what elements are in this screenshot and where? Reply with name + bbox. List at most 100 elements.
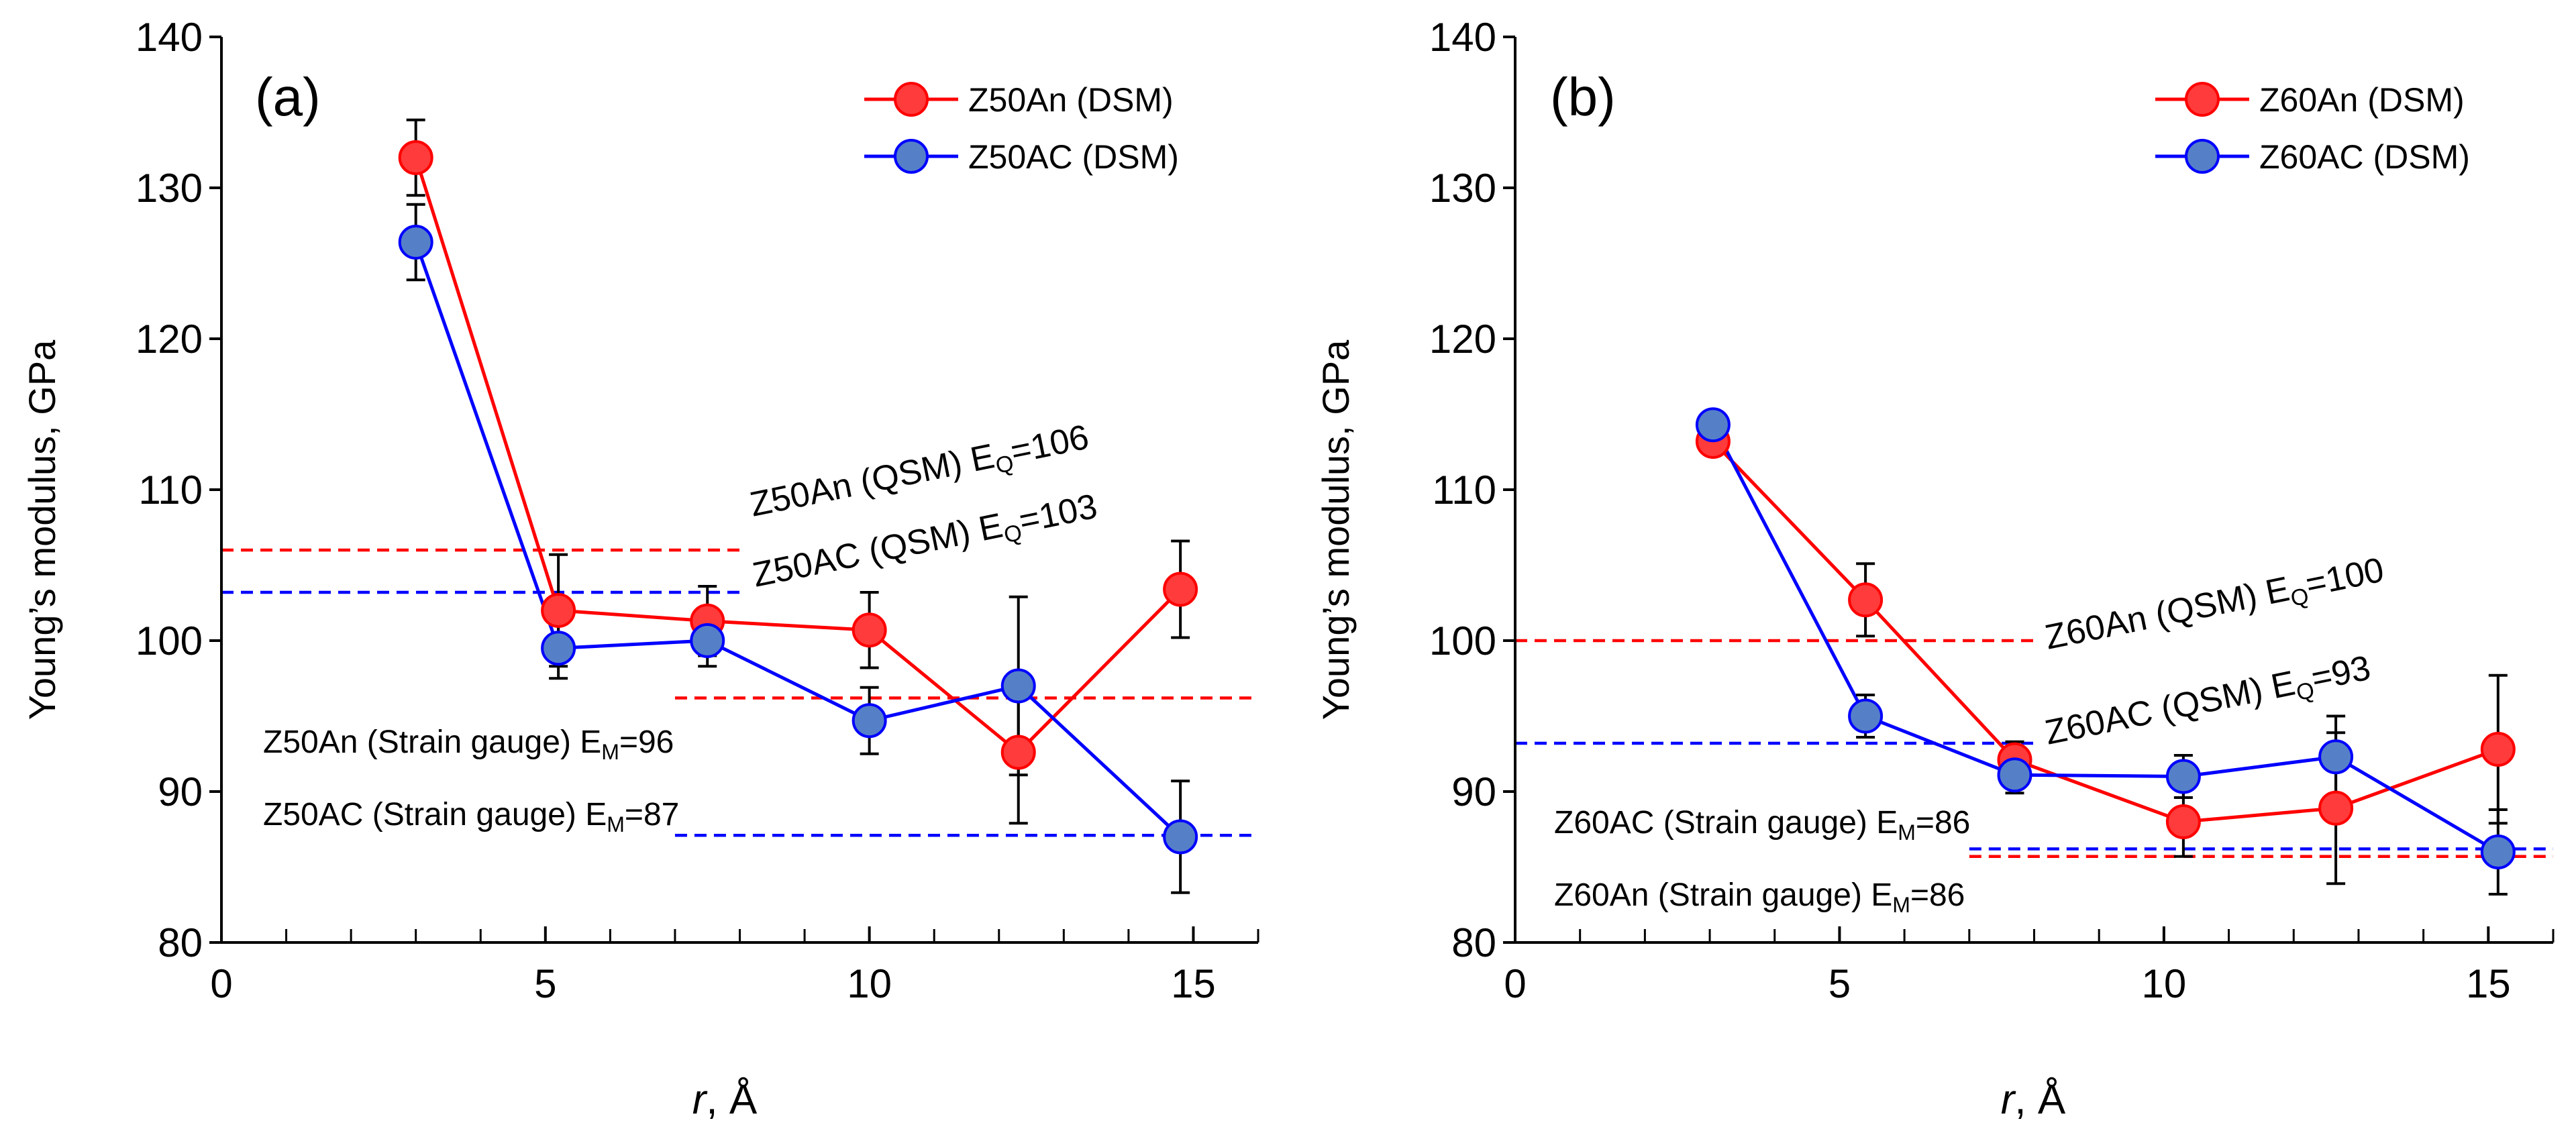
annotation-strain-gauge-2: Z50AC (Strain gauge) EM=87	[263, 797, 679, 836]
annotation-text: =87	[625, 797, 679, 832]
y-tick-label: 130	[1429, 166, 1496, 211]
annotation-qsm-z60an: Z60An (QSM) EQ=100	[2042, 551, 2388, 661]
legend-label: Z50AC (DSM)	[968, 138, 1179, 176]
annotation-strain-gauge-1: Z50An (Strain gauge) EM=96	[263, 724, 674, 764]
reference-lines	[1515, 639, 2553, 858]
data-point	[852, 703, 887, 739]
annotation-text: =103	[1016, 487, 1100, 541]
legend-entry-z50an: Z50An (DSM)	[864, 81, 1174, 119]
x-axis-label-variable: r	[2001, 1077, 2016, 1123]
annotation-text: =100	[2302, 551, 2387, 604]
y-tick-label: 90	[1451, 769, 1496, 814]
axes	[1503, 36, 2555, 944]
data-point	[1695, 407, 1731, 443]
data-point	[690, 623, 725, 658]
annotation-subscript: M	[601, 740, 619, 764]
y-tick-label: 100	[1429, 618, 1496, 663]
data-point	[2480, 732, 2516, 767]
annotation-text: =93	[2308, 649, 2374, 698]
y-tick-label: 120	[1429, 317, 1496, 362]
x-axis-label-variable: r	[692, 1077, 708, 1123]
data-point	[1000, 735, 1036, 770]
annotation-text: =96	[619, 724, 674, 760]
annotation-text: Z50An (QSM) E	[747, 437, 998, 525]
x-tick-label: 0	[210, 961, 232, 1006]
y-tick-label: 110	[138, 468, 203, 512]
x-tick-label: 0	[1504, 961, 1526, 1006]
annotation-subscript: M	[1898, 820, 1916, 845]
legend-marker	[2185, 82, 2220, 117]
legend-entry-z60an: Z60An (DSM)	[2155, 81, 2465, 119]
data-point	[541, 631, 576, 666]
legend-marker	[2185, 139, 2220, 174]
x-tick-label: 5	[534, 961, 556, 1006]
legend: Z50An (DSM) Z50AC (DSM)	[864, 81, 1179, 176]
data-point	[2165, 759, 2201, 794]
legend: Z60An (DSM) Z60AC (DSM)	[2155, 81, 2470, 176]
y-tick-label: 140	[1429, 15, 1496, 60]
annotation-subscript: M	[607, 812, 625, 836]
data-point	[398, 140, 433, 175]
y-tick-label: 80	[1451, 920, 1496, 965]
series-line	[414, 157, 1182, 755]
y-tick-label: 110	[1432, 468, 1496, 512]
annotation-text: Z50AC (QSM) E	[750, 506, 1006, 594]
axes	[209, 36, 1259, 944]
panel-a: 80 90 100 110 120 130 140 0 5 10 15 (a) Z50An (DSM…	[21, 15, 1259, 1123]
annotation-qsm-z60ac: Z60AC (QSM) EQ=93	[2042, 649, 2375, 757]
data-point	[1163, 572, 1198, 607]
legend-marker	[894, 82, 929, 117]
data-point	[852, 612, 887, 648]
series-line	[414, 241, 1182, 839]
x-tick-label: 10	[847, 961, 892, 1006]
x-tick-label: 15	[1171, 961, 1216, 1006]
legend-entry-z60ac: Z60AC (DSM)	[2155, 138, 2470, 176]
y-tick-label: 140	[136, 15, 203, 60]
data-point	[1848, 698, 1884, 734]
data-point	[1848, 582, 1884, 618]
data-point	[2318, 790, 2354, 826]
data-point	[2318, 739, 2354, 775]
annotation-text: =86	[1916, 805, 1970, 841]
annotation-text: Z60An (Strain gauge) E	[1554, 877, 1892, 913]
x-axis-label: r, Å	[692, 1077, 758, 1123]
annotation-strain-gauge-1: Z60AC (Strain gauge) EM=86	[1554, 805, 1970, 845]
annotation-text: Z60An (QSM) E	[2042, 570, 2293, 657]
data-series	[398, 118, 1198, 894]
series-line	[1711, 424, 2500, 854]
y-tick-label: 100	[136, 618, 203, 663]
tick-labels: 80 90 100 110 120 130 140 0 5 10 15	[136, 15, 1216, 1006]
x-axis-label-unit: , Å	[2014, 1077, 2065, 1123]
x-axis-label-unit: , Å	[706, 1077, 757, 1123]
legend-entry-z50ac: Z50AC (DSM)	[864, 138, 1179, 176]
tick-labels: 80 90 100 110 120 130 140 0 5 10 15	[1429, 15, 2511, 1006]
data-point	[398, 225, 433, 260]
x-tick-label: 10	[2142, 961, 2187, 1006]
legend-marker	[894, 139, 929, 174]
annotation-subscript: M	[1892, 893, 1910, 917]
y-axis-label: Young’s modulus, GPa	[1315, 339, 1357, 720]
series-line	[1712, 440, 2499, 824]
data-point	[541, 593, 576, 628]
data-point	[2165, 804, 2201, 839]
legend-label: Z60AC (DSM)	[2259, 138, 2470, 176]
y-tick-label: 120	[136, 317, 203, 362]
x-tick-label: 15	[2466, 961, 2511, 1006]
legend-label: Z60An (DSM)	[2259, 81, 2465, 119]
x-axis-label: r, Å	[2001, 1077, 2066, 1123]
data-point	[1000, 668, 1036, 704]
y-tick-label: 90	[158, 769, 203, 814]
y-tick-label: 80	[158, 920, 203, 965]
reference-lines	[221, 548, 1258, 837]
x-tick-label: 5	[1828, 961, 1851, 1006]
annotation-text: =86	[1910, 877, 1965, 913]
panel-b: 80 90 100 110 120 130 140 0 5 10 15 (b) Z60An (DSM…	[1315, 15, 2555, 1123]
annotation-text: Z60AC (Strain gauge) E	[1554, 805, 1898, 841]
data-point	[1997, 757, 2032, 793]
y-tick-label: 130	[136, 166, 203, 211]
data-point	[2480, 834, 2516, 869]
annotation-text: Z50An (Strain gauge) E	[263, 724, 601, 760]
legend-label: Z50An (DSM)	[968, 81, 1174, 119]
y-axis-label: Young’s modulus, GPa	[21, 339, 63, 720]
